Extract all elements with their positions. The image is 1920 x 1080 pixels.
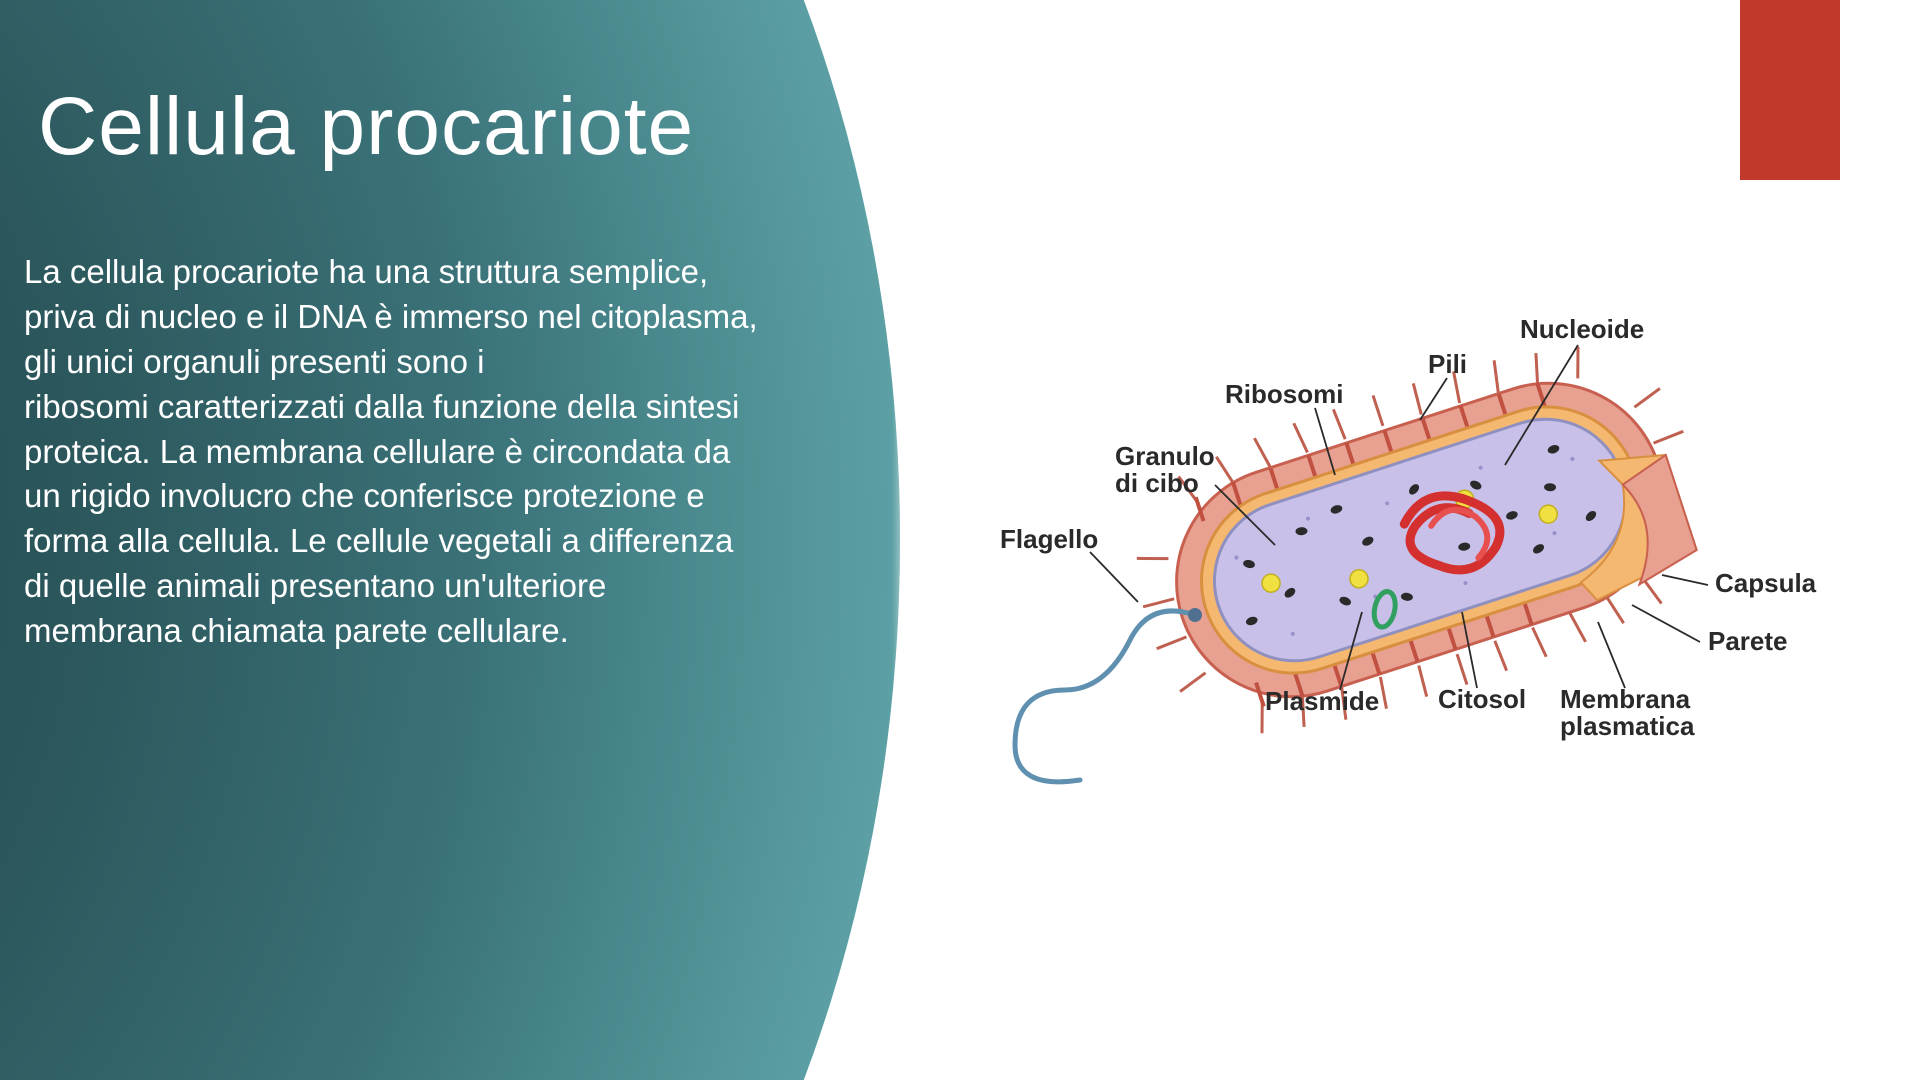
label-ribosomi: Ribosomi (1225, 379, 1343, 409)
body-text-content: La cellula procariote ha una struttura s… (24, 253, 758, 649)
cell-diagram: Nucleoide Pili Ribosomi Granulo di cibo … (960, 290, 1820, 810)
label-parete: Parete (1708, 626, 1788, 656)
label-plasmide: Plasmide (1265, 686, 1379, 716)
label-citosol: Citosol (1438, 684, 1526, 714)
slide-body: La cellula procariote ha una struttura s… (24, 250, 764, 654)
label-pili: Pili (1428, 349, 1467, 379)
label-membrana-2: plasmatica (1560, 711, 1695, 741)
label-membrana-1: Membrana (1560, 684, 1691, 714)
cell-svg: Nucleoide Pili Ribosomi Granulo di cibo … (960, 290, 1820, 810)
label-capsula: Capsula (1715, 568, 1817, 598)
label-granulo-1: Granulo (1115, 441, 1215, 471)
label-flagello: Flagello (1000, 524, 1098, 554)
accent-bar (1740, 0, 1840, 180)
label-granulo-2: di cibo (1115, 468, 1199, 498)
slide-title: Cellula procariote (38, 80, 694, 174)
label-nucleoide: Nucleoide (1520, 314, 1644, 344)
slide: Cellula procariote La cellula procariote… (0, 0, 1920, 1080)
flagellum-icon (1015, 611, 1195, 782)
